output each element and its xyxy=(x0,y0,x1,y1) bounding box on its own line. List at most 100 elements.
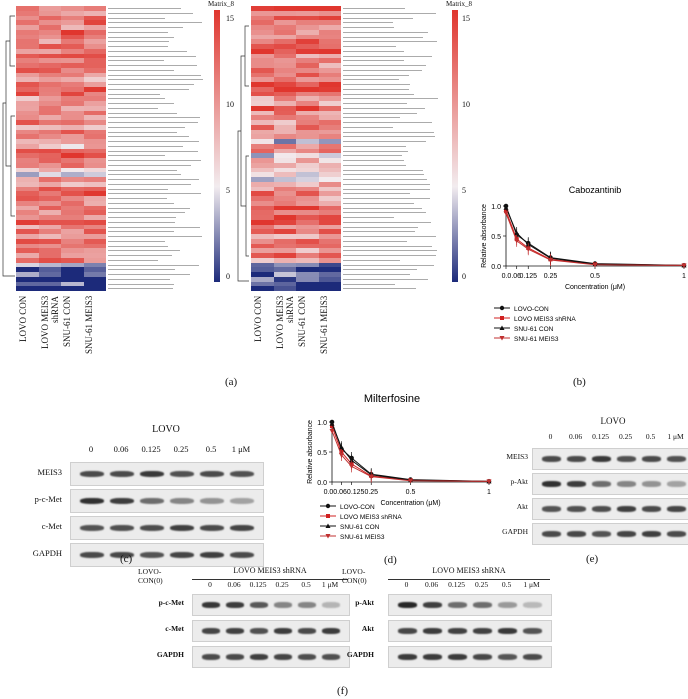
heatmap-cell xyxy=(251,67,274,73)
heatmap-cell xyxy=(16,257,39,263)
heatmap-cell xyxy=(61,158,84,163)
heatmap-cell xyxy=(296,196,319,201)
heatmap-cell xyxy=(16,234,39,239)
heatmap-row-label xyxy=(108,155,165,161)
heatmap-cell xyxy=(296,215,319,220)
blot-strip xyxy=(70,462,264,486)
heatmap-cell xyxy=(61,124,84,130)
heatmap-cell xyxy=(61,67,84,73)
blot-band xyxy=(423,628,442,634)
heatmap-cell xyxy=(16,82,39,87)
heatmap-cell xyxy=(251,101,274,106)
heatmap-right-row-labels xyxy=(343,6,443,291)
heatmap-row-label xyxy=(108,259,159,266)
blot-band xyxy=(202,602,220,608)
blot-concentration-label: 1 μM xyxy=(231,444,251,454)
heatmap-cell xyxy=(83,115,106,120)
heatmap-cell xyxy=(38,248,61,253)
blot-band xyxy=(523,654,542,660)
legend-marker xyxy=(499,325,505,330)
heatmap-cell xyxy=(61,120,84,125)
heatmap-cell xyxy=(273,186,296,192)
heatmap-column-label: LOVO MEIS3 shRNA xyxy=(40,296,60,350)
heatmap-row-label xyxy=(108,288,173,294)
heatmap-cell xyxy=(38,257,61,263)
panel-label-d: (d) xyxy=(384,554,397,566)
heatmap-row-label xyxy=(343,55,432,62)
heatmap-cell xyxy=(273,25,296,30)
heatmap-row-label xyxy=(108,69,175,76)
heatmap-cell xyxy=(38,96,61,101)
heatmap-cell xyxy=(38,20,61,25)
heatmap-row-label xyxy=(343,131,435,138)
heatmap-cell xyxy=(318,34,341,40)
heatmap-cell xyxy=(296,219,319,225)
heatmap-column-label: SNU-61 CON xyxy=(62,296,72,348)
heatmap-cell xyxy=(83,58,106,63)
blot-band xyxy=(498,602,517,608)
heatmap-row-label xyxy=(343,22,394,28)
heatmap-row-label xyxy=(343,8,405,14)
blot-band xyxy=(298,654,316,660)
chart-cabozantinib: Cabozantinib 1.0 0.5 0.00.0.060.125 0.25 0.5 1… xyxy=(481,185,687,343)
heatmap-row-label xyxy=(343,255,437,261)
blot-band xyxy=(567,481,586,487)
blot-strip xyxy=(192,594,350,616)
heatmap-cell xyxy=(38,110,61,116)
heatmap-cell xyxy=(251,10,274,16)
heatmap-row-label xyxy=(343,226,418,233)
x-tick-label: 0.00.060.1250.25 xyxy=(324,489,379,496)
blot-band xyxy=(567,506,586,512)
heatmap-cell xyxy=(273,53,296,59)
data-point xyxy=(548,258,553,263)
heatmap-cell xyxy=(273,15,296,21)
heatmap-cell xyxy=(251,186,274,192)
heatmap-cell xyxy=(273,82,296,87)
heatmap-cell xyxy=(38,186,61,192)
heatmap-cell xyxy=(83,120,106,125)
heatmap-row-label xyxy=(108,22,202,28)
heatmap-cell xyxy=(61,229,84,234)
heatmap-cell xyxy=(273,20,296,25)
heatmap-cell xyxy=(251,243,274,249)
heatmap-cell xyxy=(296,267,319,272)
blot-band xyxy=(250,602,268,608)
heatmap-cell xyxy=(273,29,296,35)
heatmap-cell xyxy=(38,58,61,63)
colorbar-tick: 15 xyxy=(226,14,234,23)
heatmap-cell xyxy=(16,110,39,116)
chart-milterfosine: Milterfosine 1.0 0.5 0.0 0.00.060.1250.25 0.5… xyxy=(307,393,492,541)
heatmap-row-label xyxy=(343,183,430,190)
heatmap-cell xyxy=(83,148,106,154)
heatmap-cell xyxy=(61,86,84,92)
heatmap-cell xyxy=(318,139,341,144)
heatmap-row-label xyxy=(343,269,418,275)
panel-label-f: (f) xyxy=(337,685,348,697)
heatmap-cell xyxy=(251,200,274,206)
heatmap-cell xyxy=(251,86,274,92)
heatmap-cell xyxy=(296,72,319,78)
heatmap-cell xyxy=(16,177,39,182)
heatmap-cell xyxy=(273,10,296,16)
heatmap-cell xyxy=(38,276,61,282)
heatmap-cell xyxy=(251,48,274,54)
heatmap-cell xyxy=(318,86,341,92)
heatmap-cell xyxy=(251,210,274,215)
heatmap-cell xyxy=(251,205,274,211)
blot-concentration-label: 1 μM xyxy=(321,580,339,589)
blot-band xyxy=(200,552,224,559)
heatmap-cell xyxy=(61,257,84,263)
heatmap-cell xyxy=(273,276,296,282)
heatmap-cell xyxy=(251,72,274,78)
heatmap-row-label xyxy=(108,131,177,138)
blot-strip xyxy=(388,620,552,642)
heatmap-cell xyxy=(38,181,61,187)
heatmap-cell xyxy=(83,44,106,49)
heatmap-cell xyxy=(318,248,341,253)
heatmap-cell xyxy=(296,243,319,249)
blot-row-label: GAPDH xyxy=(32,548,62,558)
heatmap-cell xyxy=(38,143,61,149)
blot-band xyxy=(473,654,492,660)
x-tick-label: 0.25 xyxy=(544,273,558,280)
blot-band xyxy=(274,628,292,634)
